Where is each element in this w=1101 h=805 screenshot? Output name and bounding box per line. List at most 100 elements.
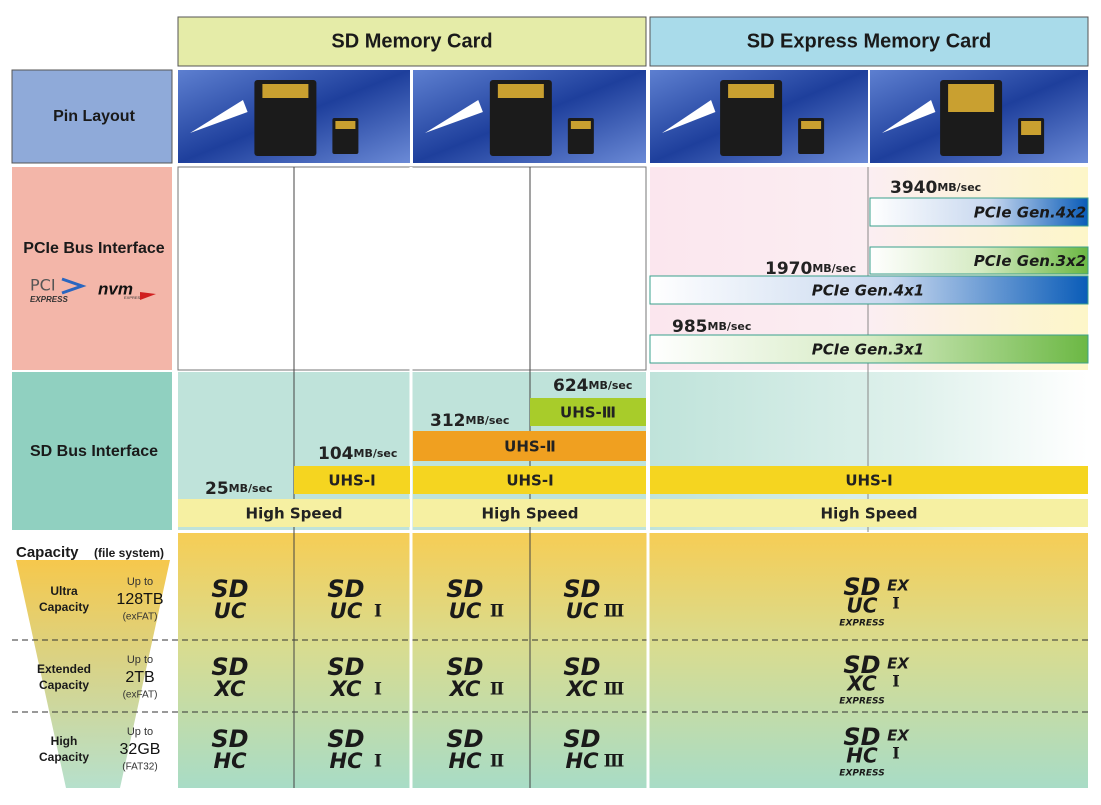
speed-value: 104 [318, 444, 354, 464]
tier-size: 128TB [116, 591, 163, 608]
speed-label: 3940MB/sec [890, 178, 981, 198]
speed-unit: MB/sec [937, 181, 981, 194]
tier-name: High [51, 734, 78, 748]
pin-panel-flare [662, 100, 716, 133]
header-cell [177, 16, 647, 67]
tier-up-to: Up to [127, 576, 153, 588]
pci-logo: PCI [30, 276, 56, 295]
speed-label: 624MB/sec [553, 376, 632, 396]
logo-sd: SD [327, 575, 364, 603]
bus-bar [869, 197, 1089, 227]
tier-up-to: Up to [127, 726, 153, 738]
logo-sd: SD [446, 725, 483, 753]
logo-sd: SD [843, 651, 880, 679]
logo-numeral: Ⅲ [604, 680, 625, 700]
logo-class: HC [330, 749, 364, 773]
tier-fs: (exFAT) [123, 612, 158, 623]
card-pins [497, 84, 544, 98]
logo-ex: EX [887, 577, 910, 595]
microcard-pins [570, 121, 591, 129]
header-cell [649, 16, 1089, 67]
nvm-logo-sub: EXPRESS [124, 295, 143, 300]
tier-fs: (FAT32) [122, 762, 157, 773]
bus-label: PCIe Gen.3x1 [812, 341, 924, 359]
card-pins [262, 84, 309, 98]
row-label: SD Bus Interface [30, 443, 158, 460]
logo-numeral: I [374, 752, 382, 772]
bus-label: PCIe Gen.4x2 [974, 204, 1086, 222]
row-label-cell [11, 69, 173, 164]
microcard-pins [1021, 121, 1042, 135]
tier-fs: (exFAT) [123, 690, 158, 701]
card-image [489, 80, 552, 156]
header-title: SD Express Memory Card [747, 30, 992, 52]
logo-numeral: Ⅱ [490, 602, 504, 622]
pci-logo-arrow [61, 277, 87, 295]
speed-value: 985 [672, 317, 708, 337]
logo-numeral: Ⅱ [490, 752, 504, 772]
logo-numeral: Ⅱ [490, 680, 504, 700]
logo-numeral: I [892, 672, 899, 691]
bus-bar [650, 499, 1088, 527]
logo-class: HC [566, 749, 600, 773]
logo-sd: SD [211, 725, 248, 753]
bus-bar [530, 398, 646, 426]
tier-name: Extended [37, 662, 91, 676]
logo-sd: SD [563, 653, 600, 681]
logo-sd: SD [843, 573, 880, 601]
logo-class: UC [566, 599, 599, 623]
speed-label: 1970MB/sec [765, 259, 856, 279]
speed-value: 3940 [890, 178, 937, 198]
logo-class: XC [565, 677, 598, 701]
bus-label: UHS-I [506, 472, 553, 490]
tier-name: Capacity [39, 678, 89, 692]
bus-bar [649, 334, 1089, 364]
logo-sd: SD [563, 575, 600, 603]
logo-class: UC [449, 599, 482, 623]
header-title: SD Memory Card [331, 30, 492, 52]
nvm-logo: nvm [98, 279, 133, 298]
card-image [720, 80, 783, 156]
tier-size: 2TB [125, 669, 154, 686]
tier-size: 32GB [120, 741, 161, 758]
pin-panel-flare [190, 100, 248, 133]
tier-name: Capacity [39, 750, 89, 764]
logo-sd: SD [446, 575, 483, 603]
bus-label: UHS-I [845, 472, 892, 490]
speed-label: 312MB/sec [430, 411, 509, 431]
row-label: PCIe Bus Interface [23, 240, 164, 257]
tier-name: Capacity [39, 600, 89, 614]
bus-bar [413, 499, 646, 527]
speed-unit: MB/sec [812, 262, 856, 275]
logo-sd: SD [446, 653, 483, 681]
logo-numeral: I [374, 680, 382, 700]
capacity-area [178, 533, 1088, 788]
microcard-pins [335, 121, 356, 129]
logo-class: HC [449, 749, 483, 773]
speed-value: 624 [553, 376, 589, 396]
logo-numeral: I [892, 744, 899, 763]
row-label-note: (file system) [94, 546, 164, 560]
row-label-cell [12, 167, 172, 370]
logo-sd: SD [211, 575, 248, 603]
bus-label: UHS-Ⅱ [504, 438, 556, 456]
logo-numeral: I [892, 594, 899, 613]
bus-bar [294, 466, 410, 494]
logo-sd: SD [211, 653, 248, 681]
logo-numeral: I [374, 602, 382, 622]
logo-sd: SD [327, 653, 364, 681]
logo-express: EXPRESS [839, 619, 884, 629]
tier-name: Ultra [50, 584, 78, 598]
logo-sd: SD [843, 723, 880, 751]
row-label-cell [12, 372, 172, 530]
speed-unit: MB/sec [589, 379, 633, 392]
pci-logo-sub: EXPRESS [30, 295, 68, 304]
tier-up-to: Up to [127, 654, 153, 666]
logo-ex: EX [887, 727, 910, 745]
pin-panel-flare [425, 100, 483, 133]
bus-bar [650, 466, 1088, 494]
pin-panel-flare [882, 100, 936, 133]
logo-numeral: Ⅲ [604, 602, 625, 622]
bus-label: UHS-I [328, 472, 375, 490]
